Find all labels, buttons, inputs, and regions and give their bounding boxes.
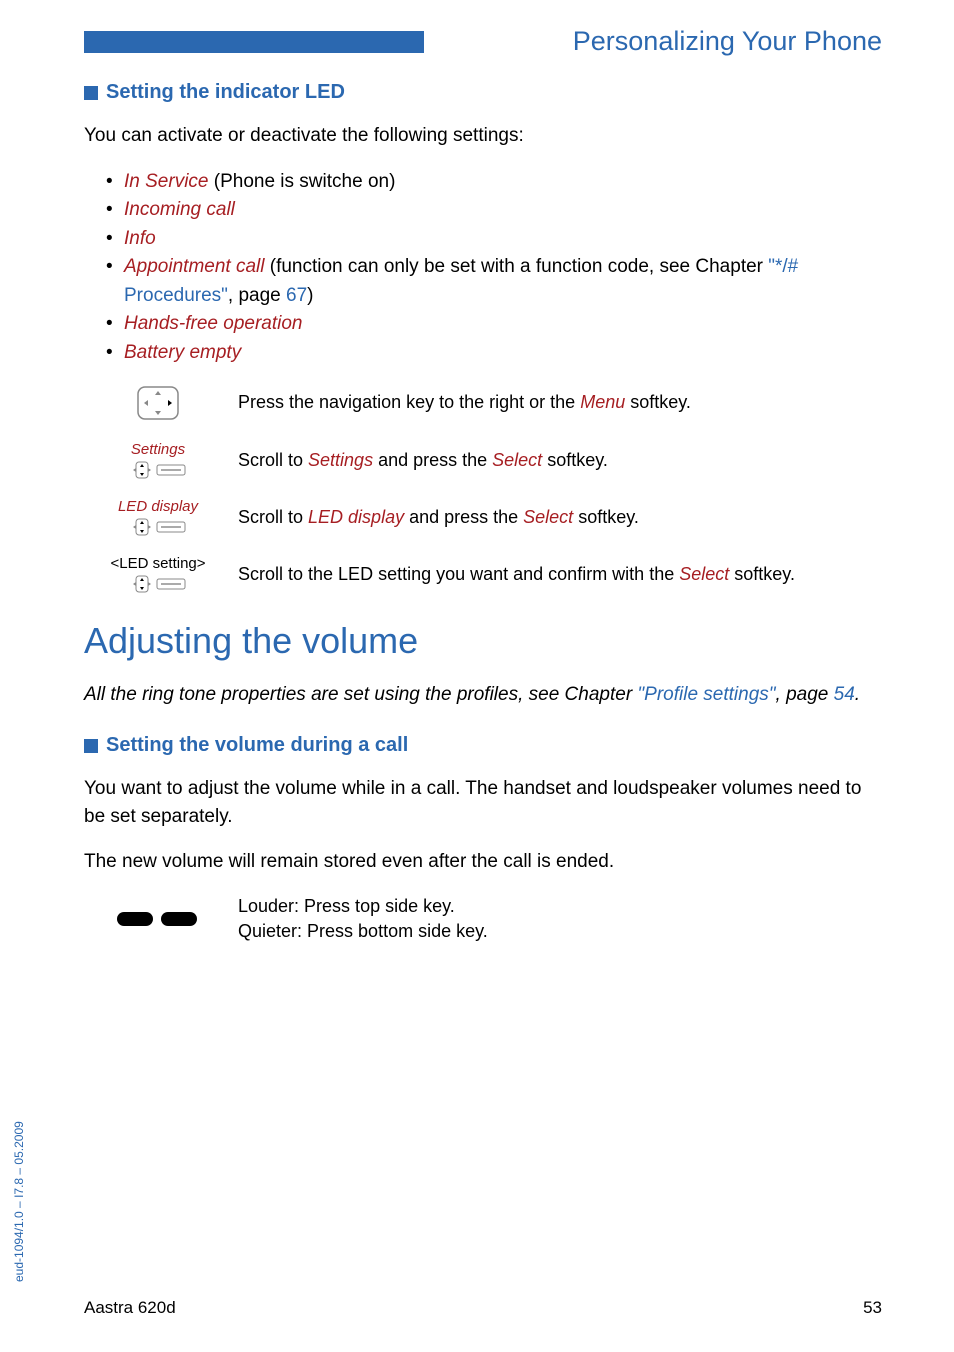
step-text-post: softkey. — [573, 507, 639, 527]
step-label-led-setting: <LED setting> — [110, 555, 205, 572]
term-battery-empty: Battery empty — [124, 342, 241, 363]
step-icon-col: LED display — [84, 498, 232, 537]
footer-product: Aastra 620d — [84, 1298, 176, 1318]
step-text-pre: Scroll to the LED setting you want and c… — [238, 564, 679, 584]
italic-post: . — [855, 684, 860, 705]
step-label-settings: Settings — [131, 441, 185, 458]
page-title: Personalizing Your Phone — [424, 26, 882, 57]
doc-id-vertical: eud-1094/1.0 – I7.8 – 05.2009 — [12, 1121, 26, 1282]
term-info: Info — [124, 228, 156, 249]
step-row: Settings Scroll to Settings and press th… — [84, 441, 882, 480]
side-keys-icon — [115, 906, 201, 932]
list-item-rest: (Phone is switche on) — [208, 171, 395, 192]
page-link-54[interactable]: 54 — [834, 684, 855, 705]
navkey-softkey-icon — [130, 574, 186, 594]
select-softkey-label: Select — [679, 564, 729, 584]
navkey-softkey-icon — [130, 517, 186, 537]
step-row: Louder: Press top side key. Quieter: Pre… — [84, 894, 882, 944]
navkey-softkey-icon — [130, 460, 186, 480]
list-item: Appointment call (function can only be s… — [106, 253, 882, 310]
step-text-mid: and press the — [373, 450, 492, 470]
term-in-service: In Service — [124, 171, 208, 192]
page-header: Personalizing Your Phone — [84, 26, 882, 57]
profile-note: All the ring tone properties are set usi… — [84, 684, 882, 706]
step-icon-col — [84, 383, 232, 423]
italic-pre: All the ring tone properties are set usi… — [84, 684, 637, 705]
navigation-key-icon — [134, 383, 182, 423]
step-text: Louder: Press top side key. Quieter: Pre… — [232, 894, 882, 944]
section-heading-label: Setting the volume during a call — [106, 734, 408, 757]
list-item: In Service (Phone is switche on) — [106, 168, 882, 197]
section-square-icon — [84, 86, 98, 100]
settings-list: In Service (Phone is switche on) Incomin… — [84, 168, 882, 368]
menu-softkey-label: Menu — [580, 392, 625, 412]
step-text-pre: Scroll to — [238, 507, 308, 527]
step-text-post: softkey. — [729, 564, 795, 584]
step-icon-col: Settings — [84, 441, 232, 480]
quieter-line: Quieter: Press bottom side key. — [238, 921, 488, 941]
term-incoming-call: Incoming call — [124, 199, 235, 220]
louder-line: Louder: Press top side key. — [238, 896, 455, 916]
step-text: Press the navigation key to the right or… — [232, 390, 882, 415]
section-heading-label: Setting the indicator LED — [106, 81, 345, 104]
volume-paragraph-1: You want to adjust the volume while in a… — [84, 775, 882, 830]
header-accent-block — [84, 31, 424, 53]
step-text-post: softkey. — [542, 450, 608, 470]
step-text-post: softkey. — [625, 392, 691, 412]
led-display-term: LED display — [308, 507, 404, 527]
step-text-mid: and press the — [404, 507, 523, 527]
list-item: Battery empty — [106, 339, 882, 368]
intro-text: You can activate or deactivate the follo… — [84, 122, 882, 150]
steps-table: Press the navigation key to the right or… — [84, 383, 882, 594]
step-label-led-display: LED display — [118, 498, 198, 515]
page-footer: Aastra 620d 53 — [84, 1298, 882, 1318]
term-hands-free: Hands-free operation — [124, 313, 303, 334]
step-row: Press the navigation key to the right or… — [84, 383, 882, 423]
step-icon-col — [84, 906, 232, 932]
list-item-post: ) — [307, 285, 313, 306]
list-item-pre: (function can only be set with a functio… — [264, 256, 768, 277]
settings-term: Settings — [308, 450, 373, 470]
step-icon-col: <LED setting> — [84, 555, 232, 594]
list-item-mid: , page — [228, 285, 286, 306]
list-item: Incoming call — [106, 196, 882, 225]
step-text-pre: Scroll to — [238, 450, 308, 470]
list-item: Info — [106, 225, 882, 254]
select-softkey-label: Select — [492, 450, 542, 470]
select-softkey-label: Select — [523, 507, 573, 527]
page-link-67[interactable]: 67 — [286, 285, 307, 306]
list-item: Hands-free operation — [106, 310, 882, 339]
section-title-adjusting-volume: Adjusting the volume — [84, 620, 882, 662]
footer-page-number: 53 — [863, 1298, 882, 1318]
section-square-icon — [84, 739, 98, 753]
section-heading-indicator-led: Setting the indicator LED — [84, 81, 882, 104]
step-row: <LED setting> Scroll to the LED setting … — [84, 555, 882, 594]
section-heading-volume-call: Setting the volume during a call — [84, 734, 882, 757]
step-text: Scroll to LED display and press the Sele… — [232, 505, 882, 530]
step-text-pre: Press the navigation key to the right or… — [238, 392, 580, 412]
volume-paragraph-2: The new volume will remain stored even a… — [84, 848, 882, 876]
italic-mid: , page — [776, 684, 834, 705]
step-row: LED display Scroll to LED display and pr… — [84, 498, 882, 537]
step-text: Scroll to Settings and press the Select … — [232, 448, 882, 473]
step-text: Scroll to the LED setting you want and c… — [232, 562, 882, 587]
profile-settings-link[interactable]: "Profile settings" — [637, 684, 775, 705]
term-appointment-call: Appointment call — [124, 256, 264, 277]
